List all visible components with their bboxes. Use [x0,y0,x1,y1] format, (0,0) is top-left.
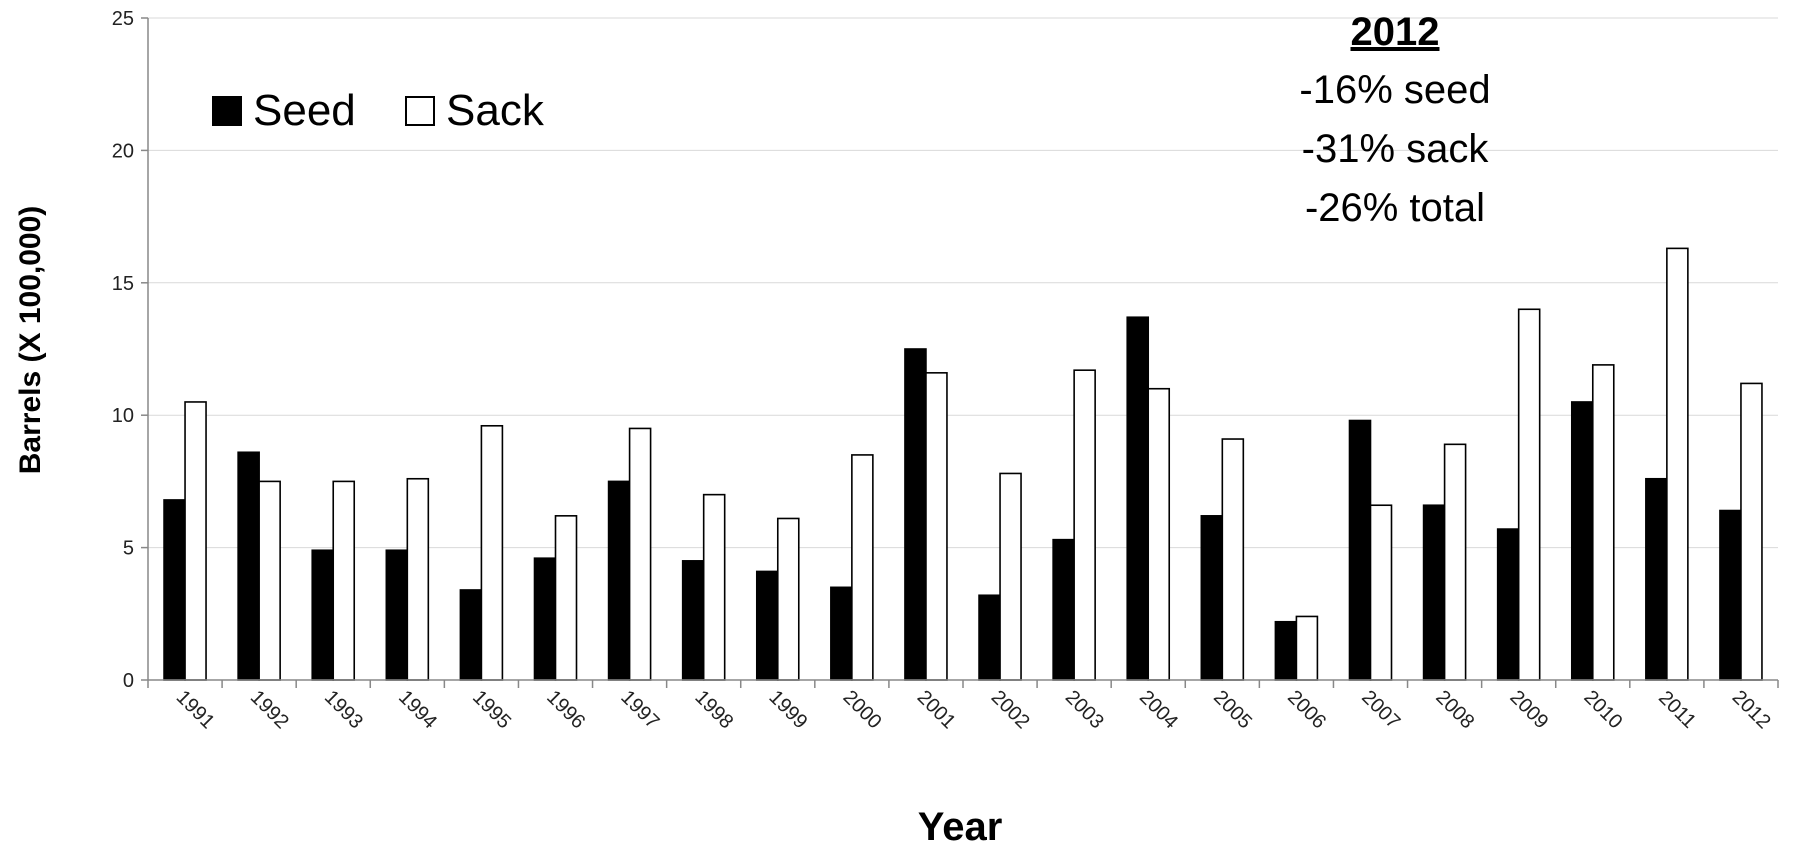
bar-seed-2002 [978,594,1001,681]
x-tick-label: 2012 [1728,686,1775,733]
bar-sack-1993 [332,480,356,681]
bar-sack-1991 [184,401,207,681]
bar-seed-2005 [1200,515,1224,681]
x-tick-label: 1995 [468,686,515,733]
bar-sack-2007 [1369,504,1393,681]
x-tick-label: 2009 [1505,686,1552,733]
bar-seed-2009 [1496,528,1520,681]
bar-seed-1999 [755,570,779,681]
bar-sack-2003 [1073,369,1096,681]
axes [141,17,1779,688]
bar-seed-1995 [459,589,483,681]
x-tick-label: 2005 [1209,686,1256,733]
x-tick-label: 1996 [542,686,589,733]
bar-seed-2006 [1274,620,1298,681]
annotation-line-2: -31% sack [1302,127,1490,171]
bar-seed-2000 [830,586,853,681]
bar-sack-2011 [1666,247,1689,681]
bar-sack-1999 [776,517,800,681]
x-tick-label: 1992 [246,686,293,733]
bar-seed-2007 [1348,419,1372,681]
y-axis-title: Barrels (X 100,000) [14,206,47,475]
x-tick-label: 2002 [987,686,1034,733]
bar-seed-2010 [1570,401,1594,681]
bar-sack-1992 [258,480,281,681]
y-tick-label: 25 [112,8,134,30]
annotation: 2012 -16% seed -31% sack -26% total [1299,10,1490,230]
bar-seed-2008 [1422,504,1446,681]
x-tick-label: 2010 [1580,686,1627,733]
x-tick-labels: 1991 1992 1993 1994 1995 1996 1997 1998 1999 2000… [172,686,1775,733]
x-tick-label: 2003 [1061,686,1108,733]
y-tick-labels: 0 5 10 15 20 25 [112,8,134,692]
bar-seed-2011 [1645,477,1668,681]
bar-sack-2006 [1295,615,1319,681]
bar-sack-2012 [1740,382,1763,681]
bar-seed-1992 [237,451,260,681]
legend-label-seed: Seed [253,86,356,135]
x-tick-label: 2001 [913,686,960,733]
bar-sack-1995 [480,424,504,681]
bar-seed-1994 [385,549,409,681]
legend: Seed Sack [212,86,545,135]
bar-sack-1994 [406,477,430,681]
legend-swatch-seed [212,96,242,126]
bar-sack-1998 [702,493,726,681]
bar-sack-2000 [851,454,874,681]
bar-seed-1997 [607,480,631,681]
bar-seed-1996 [533,557,557,681]
bar-sack-2005 [1221,438,1245,681]
x-tick-label: 2006 [1283,686,1330,733]
bar-seed-1998 [681,560,705,681]
bars [163,247,1763,681]
bar-seed-1993 [311,549,335,681]
legend-label-sack: Sack [446,86,545,135]
annotation-heading: 2012 [1351,10,1440,54]
x-axis-title: Year [918,805,1003,849]
bar-seed-2004 [1126,316,1150,681]
annotation-line-3: -26% total [1305,186,1485,230]
y-tick-label: 5 [123,538,134,560]
bar-sack-1997 [628,427,652,681]
x-tick-label: 2007 [1357,686,1404,733]
y-tick-label: 20 [112,140,134,162]
legend-swatch-sack [405,96,435,126]
annotation-line-1: -16% seed [1299,68,1490,112]
bar-seed-2003 [1052,538,1075,681]
bar-sack-2010 [1591,364,1615,681]
x-tick-label: 2008 [1431,686,1478,733]
y-tick-label: 0 [123,670,134,692]
y-tick-label: 15 [112,273,134,295]
x-tick-label: 1997 [616,686,663,733]
bar-sack-2002 [999,472,1022,681]
y-tick-label: 10 [112,405,134,427]
x-tick-label: 1994 [394,686,441,733]
x-tick-label: 2004 [1135,686,1182,733]
bar-sack-1996 [554,515,578,681]
x-tick-label: 1993 [320,686,367,733]
bar-seed-1991 [163,499,186,681]
bar-seed-2012 [1719,509,1742,681]
x-tick-label: 2000 [839,686,886,733]
x-tick-label: 1991 [172,686,219,733]
bar-sack-2008 [1443,443,1467,681]
x-tick-label: 1998 [690,686,737,733]
x-tick-label: 1999 [765,686,812,733]
bar-sack-2001 [925,372,948,681]
bar-sack-2009 [1517,308,1541,681]
bar-seed-2001 [904,348,927,681]
bar-sack-2004 [1147,387,1171,681]
x-tick-label: 2011 [1654,687,1700,733]
